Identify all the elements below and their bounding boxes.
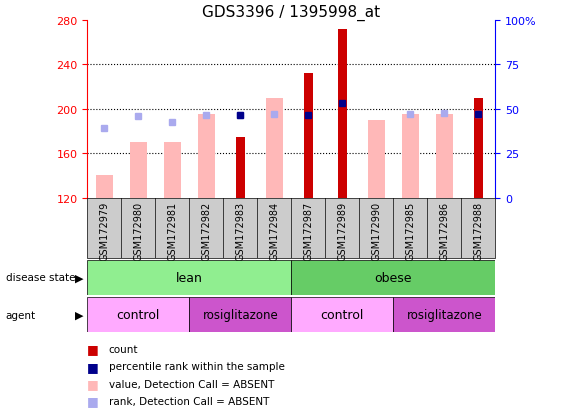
Bar xyxy=(402,115,419,198)
Title: GDS3396 / 1395998_at: GDS3396 / 1395998_at xyxy=(202,5,381,21)
Bar xyxy=(130,143,147,198)
Text: rosiglitazone: rosiglitazone xyxy=(406,309,482,321)
Bar xyxy=(266,98,283,198)
Bar xyxy=(292,260,495,295)
Text: lean: lean xyxy=(176,271,203,284)
Bar xyxy=(436,115,453,198)
Text: GSM172984: GSM172984 xyxy=(269,201,279,260)
Bar xyxy=(338,29,347,198)
Bar xyxy=(198,115,215,198)
Text: GSM172986: GSM172986 xyxy=(439,201,449,260)
Bar xyxy=(189,297,292,332)
Bar xyxy=(236,137,244,198)
Bar xyxy=(87,260,292,295)
Text: agent: agent xyxy=(6,310,36,320)
Bar xyxy=(96,176,113,198)
Text: GSM172989: GSM172989 xyxy=(337,201,347,260)
Text: disease state: disease state xyxy=(6,273,75,283)
Bar xyxy=(164,143,181,198)
Text: GSM172979: GSM172979 xyxy=(99,201,109,260)
Bar xyxy=(474,98,482,198)
Text: GSM172983: GSM172983 xyxy=(235,201,245,260)
Text: ▶: ▶ xyxy=(74,310,83,320)
Text: ■: ■ xyxy=(87,342,99,356)
Text: control: control xyxy=(321,309,364,321)
Text: ■: ■ xyxy=(87,360,99,373)
Bar xyxy=(292,297,394,332)
Text: rosiglitazone: rosiglitazone xyxy=(203,309,278,321)
Text: value, Detection Call = ABSENT: value, Detection Call = ABSENT xyxy=(109,379,274,389)
Text: GSM172982: GSM172982 xyxy=(202,201,211,260)
Text: count: count xyxy=(109,344,138,354)
Text: GSM172987: GSM172987 xyxy=(303,201,314,260)
Text: GSM172980: GSM172980 xyxy=(133,201,144,260)
Text: ■: ■ xyxy=(87,377,99,390)
Text: GSM172981: GSM172981 xyxy=(167,201,177,260)
Text: GSM172988: GSM172988 xyxy=(473,201,484,260)
Text: ▶: ▶ xyxy=(74,273,83,283)
Text: rank, Detection Call = ABSENT: rank, Detection Call = ABSENT xyxy=(109,396,269,406)
Text: GSM172985: GSM172985 xyxy=(405,201,415,260)
Bar xyxy=(394,297,495,332)
Text: control: control xyxy=(117,309,160,321)
Bar xyxy=(368,121,385,198)
Bar xyxy=(304,74,312,198)
Text: percentile rank within the sample: percentile rank within the sample xyxy=(109,361,284,371)
Text: GSM172990: GSM172990 xyxy=(372,201,381,260)
Bar xyxy=(87,297,189,332)
Text: ■: ■ xyxy=(87,394,99,408)
Text: obese: obese xyxy=(374,271,412,284)
